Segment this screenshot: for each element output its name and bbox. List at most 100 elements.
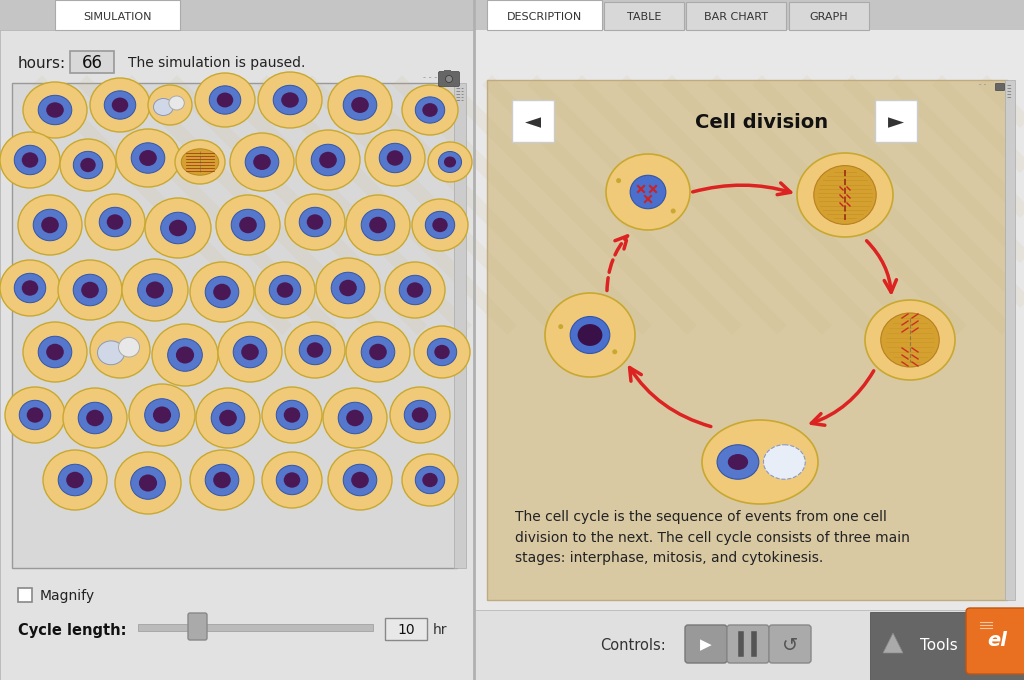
Ellipse shape [402,85,458,135]
Ellipse shape [153,407,171,424]
Ellipse shape [205,464,239,496]
Ellipse shape [196,388,260,448]
FancyBboxPatch shape [966,608,1024,674]
Ellipse shape [106,214,123,230]
Bar [454,83,466,568]
Ellipse shape [412,407,428,423]
Ellipse shape [213,472,230,488]
Ellipse shape [351,472,369,488]
Ellipse shape [152,324,218,386]
Text: The cell cycle is the sequence of events from one cell
division to the next. The: The cell cycle is the sequence of events… [515,510,910,565]
Text: Magnify: Magnify [40,589,95,603]
Ellipse shape [262,452,322,508]
Ellipse shape [258,72,322,128]
Bar [874,100,918,142]
Ellipse shape [169,220,187,236]
Ellipse shape [217,92,233,107]
Bar [790,2,869,30]
Ellipse shape [195,73,255,127]
Ellipse shape [211,403,245,434]
Ellipse shape [399,275,431,305]
Ellipse shape [148,85,193,125]
Text: ↺: ↺ [781,636,798,654]
Ellipse shape [73,274,106,306]
Ellipse shape [255,262,315,318]
Ellipse shape [814,166,877,224]
Ellipse shape [74,152,102,179]
Ellipse shape [112,97,128,112]
Ellipse shape [27,407,43,423]
Text: SIMULATION: SIMULATION [83,12,152,22]
Ellipse shape [240,217,257,233]
Bar [604,2,684,30]
Text: DESCRIPTION: DESCRIPTION [507,12,582,22]
FancyBboxPatch shape [769,625,811,663]
Ellipse shape [231,209,265,241]
Ellipse shape [307,342,324,358]
Ellipse shape [865,300,955,380]
Ellipse shape [285,322,345,378]
Ellipse shape [33,209,67,241]
Ellipse shape [339,279,356,296]
Ellipse shape [104,91,136,119]
Ellipse shape [78,403,112,434]
Ellipse shape [276,465,308,495]
Ellipse shape [282,92,299,107]
Text: - - -: - - - [423,73,437,82]
Ellipse shape [331,272,365,304]
Ellipse shape [139,475,157,492]
Ellipse shape [428,142,472,182]
Text: hours:: hours: [18,56,67,71]
Ellipse shape [190,262,254,322]
Ellipse shape [175,140,225,184]
Circle shape [616,178,622,183]
Ellipse shape [764,445,805,479]
Polygon shape [883,633,903,653]
Ellipse shape [432,218,447,232]
Ellipse shape [5,387,65,443]
Ellipse shape [717,445,759,479]
Ellipse shape [402,454,458,506]
Ellipse shape [276,401,308,430]
Ellipse shape [296,130,360,190]
Ellipse shape [253,154,270,170]
Ellipse shape [343,90,377,120]
Ellipse shape [425,211,455,239]
Ellipse shape [0,132,60,188]
Ellipse shape [319,152,337,168]
Ellipse shape [276,282,293,298]
Ellipse shape [86,410,103,426]
Ellipse shape [365,130,425,186]
Ellipse shape [18,195,82,255]
Ellipse shape [46,102,63,118]
Ellipse shape [370,217,387,233]
Ellipse shape [67,472,84,488]
Ellipse shape [181,149,219,175]
Ellipse shape [245,147,279,177]
Ellipse shape [81,282,98,299]
Ellipse shape [343,464,377,496]
Bar [12,83,457,568]
Ellipse shape [416,466,444,494]
Ellipse shape [444,156,456,167]
Circle shape [445,75,453,82]
Ellipse shape [578,324,602,346]
Ellipse shape [46,344,63,360]
Ellipse shape [23,82,87,138]
Circle shape [612,350,617,354]
Bar [474,30,1024,680]
Ellipse shape [262,387,322,443]
Bar [444,70,451,74]
Ellipse shape [80,158,95,172]
Bar [870,612,1024,680]
Ellipse shape [38,95,72,124]
Ellipse shape [116,129,180,187]
Bar [0,0,1024,32]
Ellipse shape [131,143,165,173]
Ellipse shape [58,260,122,320]
Ellipse shape [216,195,280,255]
Ellipse shape [379,143,411,173]
Ellipse shape [41,217,58,233]
Ellipse shape [361,336,395,368]
Bar [385,618,427,640]
